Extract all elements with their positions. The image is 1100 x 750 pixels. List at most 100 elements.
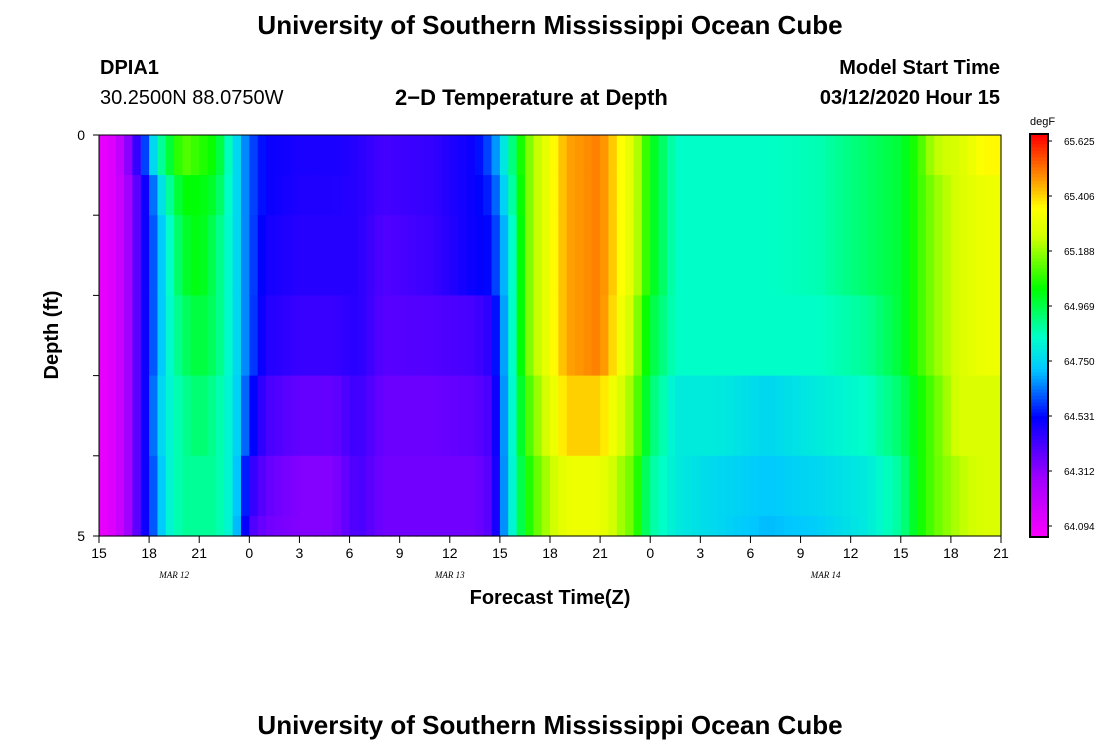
heatmap-cell [240, 135, 250, 176]
heatmap-cell [324, 295, 334, 377]
heatmap-cell [833, 515, 843, 537]
heatmap-cell [884, 375, 894, 457]
heatmap-cell [433, 135, 443, 176]
heatmap-cell [524, 375, 534, 457]
heatmap-cell [867, 215, 877, 296]
heatmap-cell [733, 175, 743, 216]
heatmap-cell [266, 175, 275, 216]
heatmap-cell [884, 135, 894, 176]
heatmap-cell [190, 375, 200, 457]
heatmap-cell [224, 515, 234, 537]
colorbar-segment [1030, 305, 1048, 310]
heatmap-cell [675, 295, 685, 377]
heatmap-cell [266, 295, 275, 377]
heatmap-cell [399, 215, 409, 296]
heatmap-cell [967, 175, 977, 216]
colorbar-label: 65.188 [1064, 247, 1095, 258]
heatmap-cell [190, 515, 200, 537]
heatmap-cell [959, 295, 969, 377]
colorbar-segment [1030, 160, 1048, 165]
heatmap-cell [925, 455, 935, 517]
heatmap-cell [165, 135, 175, 176]
colorbar-label: 64.750 [1064, 357, 1095, 368]
colorbar-segment [1030, 506, 1048, 511]
heatmap-cell [583, 175, 593, 216]
heatmap-cell [149, 455, 159, 517]
heatmap-cell [616, 135, 626, 176]
heatmap-cell [491, 175, 501, 216]
colorbar-segment [1030, 432, 1048, 437]
heatmap-cell [550, 295, 559, 377]
heatmap-cell [316, 135, 326, 176]
colorbar-segment [1030, 416, 1048, 421]
colorbar-segment [1030, 238, 1048, 243]
heatmap-cell [124, 175, 134, 216]
heatmap-cell [942, 375, 952, 457]
colorbar-segment [1030, 409, 1048, 414]
heatmap-cell [516, 295, 526, 377]
heatmap-cell [257, 455, 267, 517]
heatmap-cell [357, 135, 367, 176]
heatmap-cell [583, 455, 593, 517]
heatmap-cell [767, 515, 777, 537]
heatmap-cell [566, 515, 576, 537]
heatmap-cell [274, 375, 284, 457]
heatmap-cell [800, 215, 810, 296]
heatmap-cell [533, 455, 543, 517]
colorbar-segment [1030, 402, 1048, 407]
heatmap-cell [374, 375, 384, 457]
heatmap-cell [708, 135, 718, 176]
heatmap-cell [934, 175, 944, 216]
heatmap-cell [666, 455, 676, 517]
heatmap-cell [833, 375, 843, 457]
heatmap-cell [733, 215, 743, 296]
heatmap-cell [332, 175, 342, 216]
colorbar-label: 64.531 [1064, 412, 1095, 423]
heatmap-cell [742, 295, 752, 377]
heatmap-cell [483, 215, 493, 296]
colorbar-segment [1030, 342, 1048, 347]
heatmap-cell [474, 515, 484, 537]
heatmap-cell [282, 375, 292, 457]
heatmap-cell [441, 295, 451, 377]
heatmap-cell [282, 135, 292, 176]
heatmap-cell [700, 175, 710, 216]
heatmap-cell [491, 375, 501, 457]
heatmap-cell [483, 135, 493, 176]
heatmap-cell [115, 175, 125, 216]
heatmap-cell [909, 175, 919, 216]
heatmap-cell [316, 295, 326, 377]
heatmap-cell [533, 295, 543, 377]
heatmap-cell [240, 515, 250, 537]
heatmap-cell [174, 175, 184, 216]
heatmap-cell [190, 295, 200, 377]
heatmap-cell [249, 295, 259, 377]
heatmap-cell [341, 375, 351, 457]
heatmap-cell [541, 135, 551, 176]
heatmap-cell [992, 175, 1002, 216]
heatmap-cell [700, 135, 710, 176]
heatmap-cell [867, 455, 877, 517]
heatmap-cell [508, 135, 518, 176]
heatmap-cell [541, 215, 551, 296]
colorbar-segment [1030, 191, 1048, 196]
heatmap-cell [650, 215, 660, 296]
heatmap-cell [541, 295, 551, 377]
heatmap-cell [892, 455, 902, 517]
heatmap-cell [399, 455, 409, 517]
heatmap-cell [767, 295, 777, 377]
heatmap-cell [391, 135, 401, 176]
colorbar-label: 64.094 [1064, 522, 1095, 533]
heatmap-cell [491, 135, 501, 176]
colorbar-segment [1030, 510, 1048, 515]
heatmap-cell [307, 175, 317, 216]
heatmap-cell [466, 135, 476, 176]
x-tick-label: 15 [893, 545, 909, 561]
heatmap-cell [900, 295, 910, 377]
colorbar-segment [1030, 335, 1048, 340]
heatmap-cell [641, 515, 651, 537]
heatmap-cell [533, 175, 543, 216]
heatmap-cell [691, 135, 701, 176]
heatmap-cell [817, 515, 827, 537]
